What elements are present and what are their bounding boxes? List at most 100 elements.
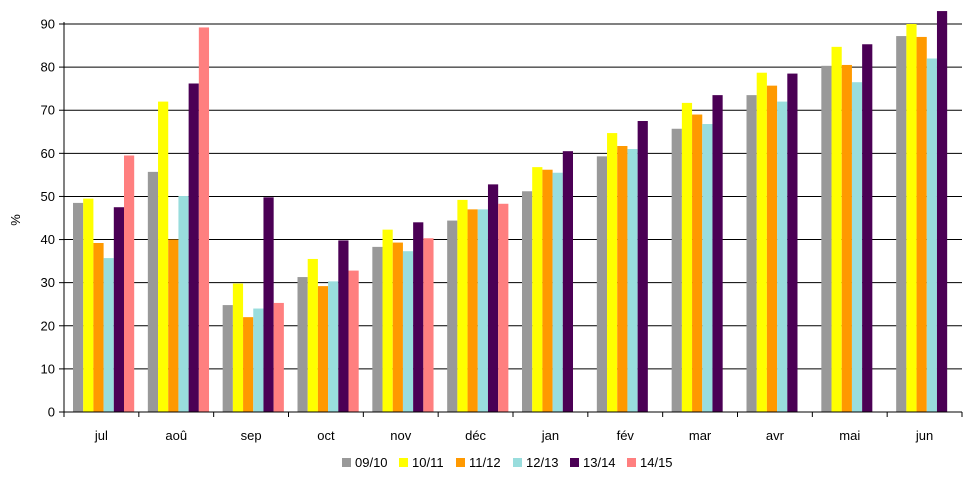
bar-13-14-jan [562,151,573,412]
x-tick-label: jul [94,428,108,443]
bar-10-11-jun [906,24,917,412]
x-tick-label: déc [465,428,486,443]
bar-11-12-fév [617,146,628,412]
bar-09-10-sep [222,305,233,412]
legend-swatch [570,458,579,467]
y-tick-label: 10 [41,361,55,376]
bar-11-12-jan [542,169,553,412]
bar-14-15-jul [124,155,135,412]
bar-13-14-fév [637,121,648,412]
y-tick-label: 40 [41,232,55,247]
bar-09-10-oct [297,277,308,412]
legend-label: 13/14 [583,455,616,470]
legend-label: 09/10 [355,455,388,470]
y-tick-label: 20 [41,318,55,333]
gridlines [64,23,962,370]
legend-swatch [399,458,408,467]
x-tick-label: fév [617,428,635,443]
legend-swatch [456,458,465,467]
bar-12-13-déc [477,209,488,412]
axes [59,22,963,417]
bar-11-12-oct [317,286,329,412]
bar-14-15-sep [273,302,284,412]
bar-11-12-jun [916,36,927,412]
bar-12-13-avr [777,101,788,412]
bar-10-11-nov [382,229,393,412]
bar-09-10-avr [746,95,757,412]
bar-11-12-mai [841,64,852,412]
bar-11-12-jul [93,243,104,412]
y-tick-label: 60 [41,146,55,161]
bar-12-13-jul [103,258,114,412]
bar-13-14-jul [113,207,124,412]
bar-13-14-jun [936,11,948,412]
x-tick-label: mai [839,428,860,443]
bar-11-12-sep [243,317,254,412]
bar-13-14-nov [413,222,424,412]
y-tick-labels: 0 10 20 30 40 50 60 70 80 90 [41,17,55,420]
bar-09-10-déc [447,220,458,412]
bar-11-12-aoû [168,239,179,412]
bar-14-15-nov [423,238,434,412]
y-tick-label: 90 [41,17,55,32]
bar-10-11-jul [83,198,94,412]
legend-swatch [342,458,351,467]
bar-12-13-nov [402,251,414,412]
bar-11-12-nov [392,242,403,412]
x-tick-label: avr [766,428,785,443]
x-tick-label: jan [541,428,559,443]
bar-13-14-déc [487,184,499,412]
bar-12-13-oct [328,281,339,412]
bar-13-14-mar [712,95,723,412]
legend-label: 12/13 [526,455,559,470]
y-tick-label: 70 [41,103,55,118]
bars [73,11,948,413]
bar-09-10-jun [896,36,907,413]
bar-09-10-mar [671,128,682,412]
x-tick-labels: jul aoû sep oct nov déc jan fév mar avr mai jun [94,428,933,443]
bar-14-15-déc [498,203,509,412]
bar-10-11-sep [232,283,244,412]
y-tick-label: 80 [41,60,55,75]
bar-12-13-mar [702,124,713,413]
y-tick-label: 50 [41,189,55,204]
bar-14-15-oct [348,270,359,412]
bar-09-10-mai [821,65,832,412]
bar-09-10-nov [372,246,383,412]
legend-label: 10/11 [412,455,444,470]
bar-10-11-oct [307,258,318,412]
bar-10-11-aoû [158,101,169,412]
bar-12-13-sep [253,308,264,412]
bar-09-10-jan [522,191,533,412]
x-tick-label: sep [241,428,262,443]
bar-12-13-fév [627,149,638,412]
legend-swatch [513,458,522,467]
y-tick-label: 30 [41,275,55,290]
y-tick-label: 0 [48,405,55,420]
bar-13-14-aoû [188,83,199,412]
x-tick-label: nov [390,428,411,443]
bar-13-14-mai [862,44,873,413]
x-tick-label: mar [689,428,712,443]
bar-10-11-mar [681,102,693,412]
bar-10-11-jan [532,167,543,412]
bar-10-11-mai [831,46,842,413]
legend-label: 14/15 [640,455,673,470]
x-tick-label: jun [915,428,933,443]
legend: 09/10 10/11 11/12 12/13 13/14 14/15 [342,455,673,470]
bar-10-11-avr [756,72,767,413]
bar-09-10-aoû [147,171,159,412]
bar-09-10-fév [596,156,608,412]
y-axis-label: % [8,214,23,226]
bar-11-12-avr [766,85,778,412]
bar-10-11-fév [607,133,618,412]
legend-swatch [627,458,636,467]
bar-13-14-oct [338,240,349,412]
bar-13-14-sep [263,197,274,412]
bar-12-13-mai [851,82,863,412]
bar-11-12-déc [467,209,478,412]
bar-12-13-jan [552,172,563,412]
bar-10-11-déc [457,199,468,412]
legend-label: 11/12 [469,455,501,470]
